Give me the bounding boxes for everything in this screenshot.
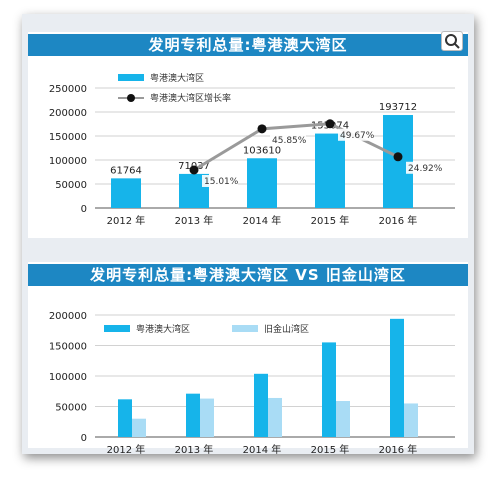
x-tick-label: 2013 年	[175, 443, 214, 456]
bar-series-1	[118, 399, 132, 437]
bar-value-label: 193712	[379, 102, 417, 113]
zoom-button[interactable]	[441, 31, 463, 51]
y-tick-label: 100000	[49, 156, 87, 167]
legend-label-2: 旧金山湾区	[264, 323, 309, 335]
rate-label-bg	[202, 174, 238, 187]
chart-title-bottom: 发明专利总量:粤港澳大湾区 VS 旧金山湾区	[28, 264, 468, 286]
legend-swatch-1	[104, 325, 130, 332]
x-tick-label: 2013 年	[175, 214, 214, 227]
legend-swatch-bar	[118, 74, 144, 81]
growth-rate-point	[393, 152, 403, 162]
bar-series-1	[254, 373, 268, 437]
bar-series-1	[390, 318, 404, 437]
x-tick-label: 2015 年	[311, 214, 350, 227]
y-tick-label: 100000	[49, 372, 87, 383]
bar-value-label: 103610	[243, 145, 281, 156]
x-tick-label: 2012 年	[107, 443, 146, 456]
x-tick-label: 2015 年	[311, 443, 350, 456]
y-tick-label: 0	[81, 433, 87, 444]
legend-swatch-2	[232, 325, 258, 332]
growth-rate-point	[189, 165, 199, 175]
y-tick-label: 250000	[49, 84, 87, 95]
x-tick-label: 2014 年	[243, 214, 282, 227]
zoom-icon	[445, 34, 460, 49]
bar-series-2	[268, 397, 282, 437]
bar-series-2	[132, 418, 146, 437]
rate-label-bg	[270, 133, 306, 146]
bar-series-1	[322, 342, 336, 437]
bar-series-2	[404, 403, 418, 437]
rate-label-bg	[338, 128, 374, 141]
y-tick-label: 0	[81, 204, 87, 215]
legend-label-line: 粤港澳大湾区增长率	[150, 92, 231, 104]
y-tick-label: 50000	[55, 180, 87, 191]
growth-rate-label: 24.92%	[408, 164, 443, 174]
y-tick-label: 200000	[49, 108, 87, 119]
x-tick-label: 2016 年	[379, 443, 418, 456]
bar	[247, 158, 277, 208]
legend-label-bar: 粤港澳大湾区	[150, 72, 204, 84]
x-tick-label: 2016 年	[379, 214, 418, 227]
x-tick-label: 2012 年	[107, 214, 146, 227]
growth-rate-label: 45.85%	[272, 136, 307, 146]
chart-title-top: 发明专利总量:粤港澳大湾区	[28, 34, 468, 56]
y-tick-label: 150000	[49, 132, 87, 143]
legend-label-1: 粤港澳大湾区	[136, 323, 190, 335]
growth-rate-label: 49.67%	[340, 131, 375, 141]
bar-value-label: 61764	[110, 165, 142, 176]
growth-rate-point	[257, 124, 267, 134]
legend-swatch-dot	[127, 94, 135, 102]
growth-rate-point	[325, 119, 335, 129]
y-tick-label: 150000	[49, 342, 87, 353]
x-tick-label: 2014 年	[243, 443, 282, 456]
growth-rate-label: 15.01%	[204, 177, 239, 187]
bar	[383, 115, 413, 208]
bar	[315, 133, 345, 208]
bar-series-2	[200, 398, 214, 437]
bar-series-2	[336, 401, 350, 437]
bar-series-1	[186, 393, 200, 437]
bar	[111, 178, 141, 208]
y-tick-label: 50000	[55, 403, 87, 414]
rate-label-bg	[406, 161, 442, 174]
y-tick-label: 200000	[49, 311, 87, 322]
